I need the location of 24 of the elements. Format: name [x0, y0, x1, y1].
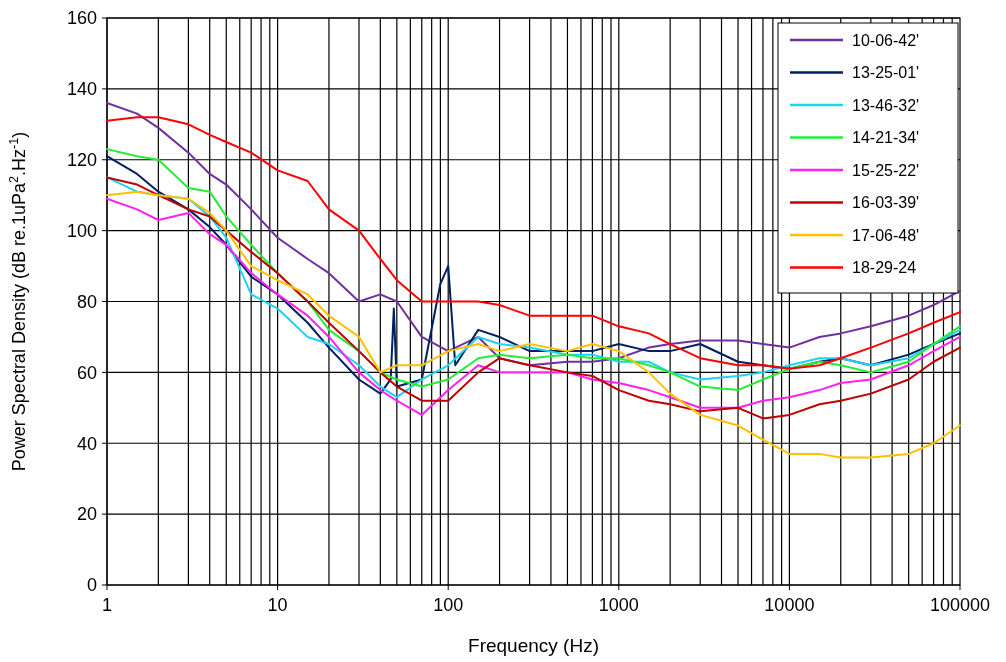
legend-label: 16-03-39': [852, 194, 920, 212]
y-tick-label: 0: [86, 575, 97, 596]
x-axis-title: Frequency (Hz): [468, 635, 599, 656]
y-tick-label: 100: [66, 220, 97, 241]
y-tick-label: 60: [76, 362, 97, 383]
y-tick-label: 120: [66, 150, 97, 171]
y-tick-label: 140: [66, 79, 97, 100]
x-tick-label: 1000: [598, 595, 639, 615]
y-tick-label: 80: [76, 291, 97, 312]
x-tick-label: 10: [267, 595, 288, 615]
y-tick-label: 40: [76, 433, 97, 454]
x-tick-label: 10000: [764, 595, 815, 615]
legend-label: 13-46-32': [852, 96, 920, 114]
x-tick-label: 100: [433, 595, 464, 615]
y-tick-label: 20: [76, 504, 97, 525]
legend-label: 17-06-48': [852, 226, 920, 244]
legend-label: 15-25-22': [852, 161, 920, 179]
x-tick-label: 1: [101, 595, 113, 615]
legend-label: 13-25-01': [852, 64, 920, 82]
legend-label: 14-21-34': [852, 129, 920, 147]
legend-label: 18-29-24: [852, 259, 917, 277]
y-tick-label: 160: [66, 8, 97, 29]
legend-label: 10-06-42': [852, 31, 920, 49]
x-tick-label: 100000: [929, 595, 991, 615]
